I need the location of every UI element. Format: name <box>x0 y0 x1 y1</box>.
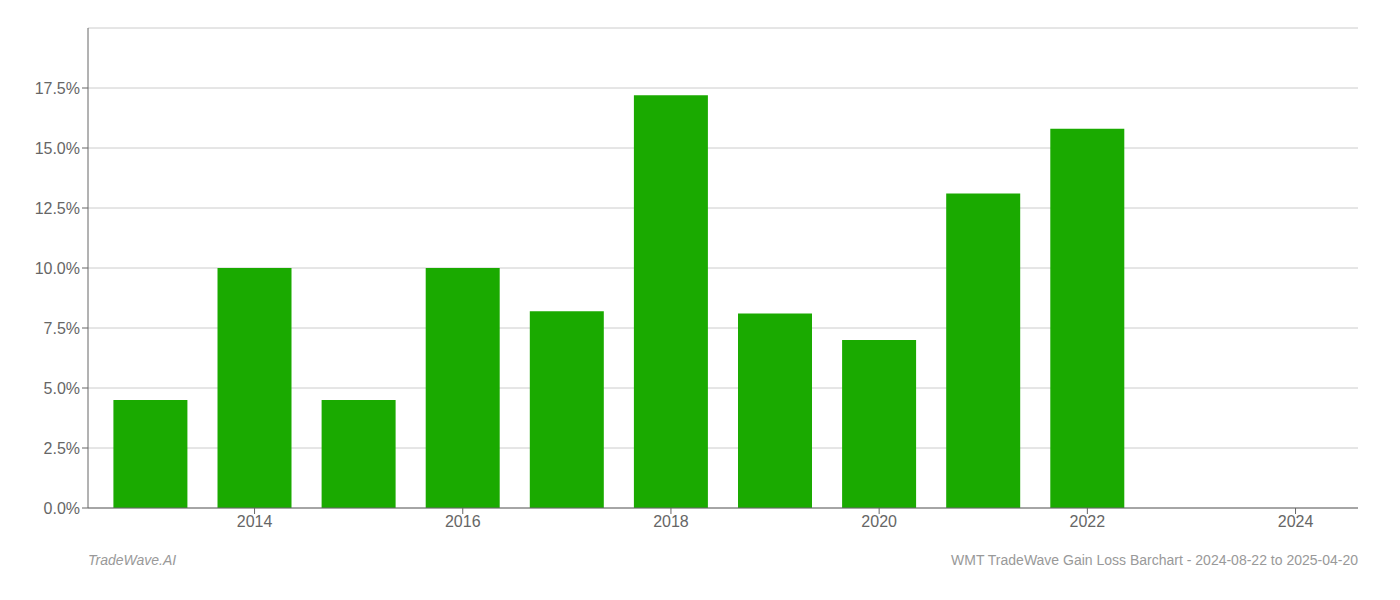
svg-text:12.5%: 12.5% <box>35 200 80 217</box>
svg-text:2024: 2024 <box>1278 513 1314 530</box>
svg-text:5.0%: 5.0% <box>44 380 80 397</box>
svg-text:2020: 2020 <box>861 513 897 530</box>
svg-text:17.5%: 17.5% <box>35 80 80 97</box>
html-text:TradeWave.AI: TradeWave.AI <box>88 552 177 568</box>
svg-text:15.0%: 15.0% <box>35 140 80 157</box>
svg-text:2014: 2014 <box>237 513 273 530</box>
svg-text:10.0%: 10.0% <box>35 260 80 277</box>
svg-text:2016: 2016 <box>445 513 481 530</box>
svg-text:2.5%: 2.5% <box>44 440 80 457</box>
svg-text:7.5%: 7.5% <box>44 320 80 337</box>
svg-text:2018: 2018 <box>653 513 689 530</box>
html-text:WMT TradeWave Gain Loss Barcha: WMT TradeWave Gain Loss Barchart - 2024-… <box>951 552 1358 568</box>
svg-text:2022: 2022 <box>1070 513 1106 530</box>
svg-text:0.0%: 0.0% <box>44 500 80 517</box>
